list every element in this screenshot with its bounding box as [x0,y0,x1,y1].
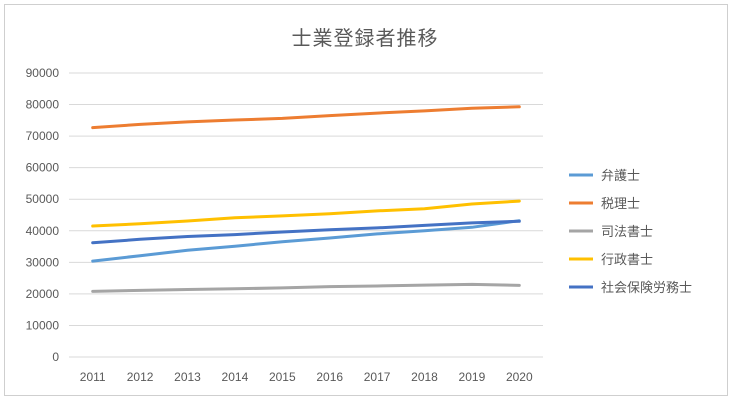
legend-label: 司法書士 [601,225,653,240]
x-tick-label: 2019 [459,370,486,384]
y-tick-label: 30000 [26,255,60,269]
y-tick-label: 20000 [26,287,60,301]
y-tick-label: 50000 [26,192,60,206]
series-line-1 [91,219,521,263]
y-tick-label: 70000 [26,129,60,143]
x-tick-label: 2016 [316,370,343,384]
y-axis-tick-labels: 0 10000 20000 30000 40000 50000 60000 70000 8000… [26,66,60,364]
line-chart: 士業登録者推移 0 10000 20000 30000 40000 50000 60000 7… [26,26,692,384]
legend-label: 行政書士 [601,253,653,268]
legend-label: 社会保険労務士 [601,280,692,296]
x-axis-tick-labels: 2011 2012 2013 2014 2015 2016 2017 2018 2019 2020 [80,370,533,384]
series-line-5 [91,219,521,245]
x-tick-label: 2015 [269,370,296,384]
y-tick-label: 40000 [26,224,60,238]
chart-title: 士業登録者推移 [292,26,439,50]
legend-label: 税理士 [601,197,640,212]
series-line-4 [91,199,521,228]
x-tick-label: 2020 [506,370,533,384]
y-tick-label: 60000 [26,161,60,175]
chart-frame: 士業登録者推移 0 10000 20000 30000 40000 50000 60000 7… [4,4,728,396]
y-tick-label: 0 [52,350,59,364]
x-tick-label: 2012 [127,370,154,384]
y-tick-label: 90000 [26,66,60,80]
x-tick-label: 2017 [364,370,391,384]
x-tick-label: 2013 [174,370,201,384]
x-tick-label: 2014 [222,370,249,384]
x-tick-label: 2018 [411,370,438,384]
series-lines [91,105,521,293]
series-line-3 [91,282,521,293]
y-tick-label: 80000 [26,98,60,112]
x-tick-label: 2011 [80,370,106,384]
legend-label: 弁護士 [601,168,640,184]
y-tick-label: 10000 [26,318,60,332]
series-line-2 [91,105,521,130]
